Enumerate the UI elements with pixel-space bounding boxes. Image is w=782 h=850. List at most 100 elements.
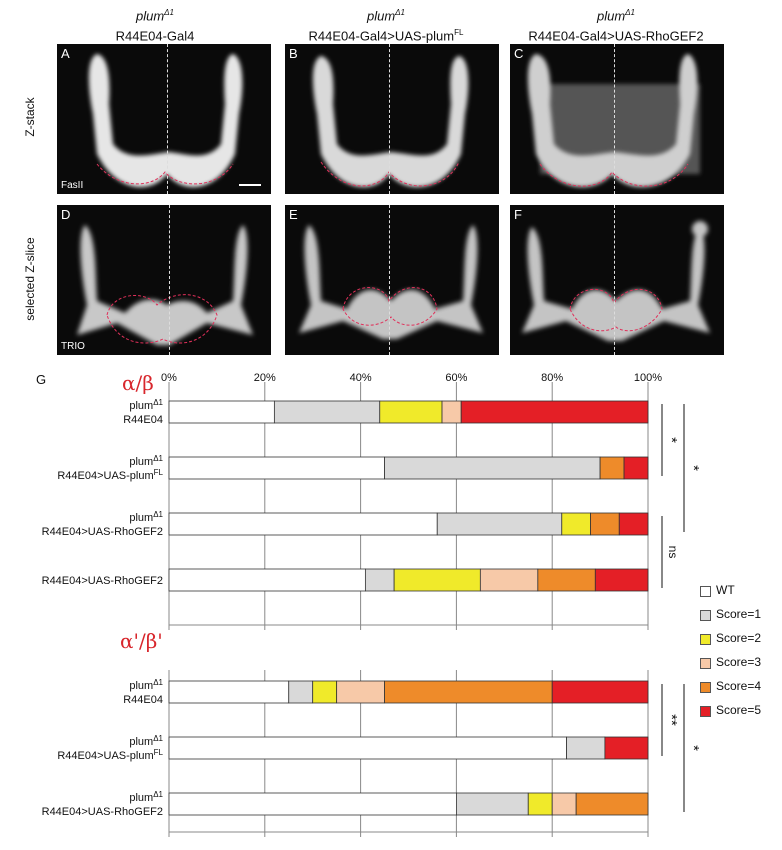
row-label-line1: plumΔ1 (129, 454, 163, 468)
row-label-line2: R44E04>UAS-plumFL (57, 468, 163, 482)
genotype-3-sup: Δ1 (625, 8, 635, 17)
bar-segment (537, 568, 596, 592)
micrograph-panel-e: E (285, 205, 499, 355)
mushroom-body-image (527, 54, 700, 188)
significance-label: * (685, 465, 702, 471)
genotype-1-sup: Δ1 (164, 8, 174, 17)
midline (614, 205, 615, 355)
bar-segment (379, 400, 443, 424)
row-label-line2: R44E04 (123, 414, 163, 426)
bar-segment (168, 736, 567, 760)
row-label-line2: R44E04>UAS-RhoGEF2 (42, 526, 163, 538)
bar-segment (561, 512, 591, 536)
stacked-bar-chart: 0% 20% 40% 60% 80% 100%α/βplumΔ1R44E04plumΔ1R… (42, 371, 702, 837)
bar-segment (594, 568, 649, 592)
bar-segment (455, 792, 529, 816)
driver-2-sup: FL (454, 28, 464, 38)
micrograph-panel-a: A FasII (57, 44, 271, 194)
midline (169, 205, 170, 355)
scale-bar (239, 184, 261, 186)
micrograph-panel-b: B (285, 44, 499, 194)
micrograph-panel-d: D TRIO (57, 205, 271, 355)
bar-segment (599, 456, 625, 480)
bar-segment (623, 456, 649, 480)
micrograph-panel-f: F (510, 205, 724, 355)
bar-segment (551, 792, 577, 816)
legend-label: Score=1 (716, 607, 762, 621)
bar-segment (551, 680, 649, 704)
bar-segment (436, 512, 563, 536)
row-label-line1: plumΔ1 (129, 734, 163, 748)
mushroom-body-image (299, 225, 483, 339)
stain-label: FasII (61, 180, 84, 191)
genotype-1: plum (135, 8, 165, 24)
legend-label: WT (716, 583, 735, 597)
bar-segment (527, 792, 553, 816)
bar-segment (168, 456, 385, 480)
panel-label: B (289, 46, 298, 61)
legend-swatch (700, 634, 711, 645)
bar-segment (384, 680, 553, 704)
bar-segment (479, 568, 539, 592)
bar-segment (168, 680, 290, 704)
row-label-zslice: selected Z-slice (23, 237, 37, 321)
bar-segment (604, 736, 649, 760)
stain-label: TRIO (61, 341, 85, 352)
legend-label: Score=2 (716, 631, 762, 645)
midline (614, 44, 615, 194)
bar-segment (575, 792, 649, 816)
legend-swatch (700, 658, 711, 669)
bar-segment (364, 568, 395, 592)
column-title-2: plumΔ1 R44E04-Gal4>UAS-plumFL (272, 4, 500, 45)
significance-label: ns (666, 546, 680, 559)
row-label-line1: plumΔ1 (129, 510, 163, 524)
bar-segment (168, 512, 438, 536)
bar-segment (393, 568, 481, 592)
row-label-line2: R44E04 (123, 694, 163, 706)
x-tick-label: 80% (541, 372, 563, 384)
row-label-line2: R44E04>UAS-RhoGEF2 (42, 806, 163, 818)
panel-label: A (61, 46, 70, 61)
bar-segment (618, 512, 649, 536)
legend-swatch (700, 706, 711, 717)
significance-label: * (685, 745, 702, 751)
mushroom-body-image (522, 221, 710, 341)
bar-segment (336, 680, 385, 704)
row-label: R44E04>UAS-RhoGEF2 (42, 575, 163, 587)
legend-label: Score=3 (716, 655, 762, 669)
genotype-3: plum (596, 8, 626, 24)
x-tick-label: 0% (161, 372, 177, 384)
legend-swatch (700, 586, 711, 597)
bar-segment (168, 568, 366, 592)
row-label-line1: plumΔ1 (129, 678, 163, 692)
x-tick-label: 100% (634, 372, 662, 384)
bar-segment (566, 736, 606, 760)
midline (167, 44, 168, 194)
x-tick-label: 20% (254, 372, 276, 384)
x-tick-label: 60% (445, 372, 467, 384)
mushroom-body-image (77, 225, 253, 345)
x-tick-label: 40% (350, 372, 372, 384)
mushroom-body-image (312, 56, 469, 188)
panel-label: E (289, 207, 298, 222)
midline (389, 205, 390, 355)
row-label-zstack: Z-stack (23, 97, 37, 137)
legend-label: Score=4 (716, 679, 762, 693)
panel-label: F (514, 207, 522, 222)
panel-label: D (61, 207, 71, 222)
column-title-3: plumΔ1 R44E04-Gal4>UAS-RhoGEF2 (502, 4, 730, 45)
bar-segment (441, 400, 462, 424)
bar-segment (590, 512, 620, 536)
driver-1: R44E04-Gal4 (115, 28, 195, 44)
legend-swatch (700, 610, 711, 621)
legend-swatch (700, 682, 711, 693)
group-title: α'/β' (120, 629, 163, 653)
driver-2: R44E04-Gal4>UAS-plum (308, 28, 455, 44)
bar-segment (168, 400, 275, 424)
genotype-2-sup: Δ1 (395, 8, 405, 17)
driver-3: R44E04-Gal4>UAS-RhoGEF2 (528, 28, 704, 44)
panel-label-g: G (36, 372, 47, 387)
micrograph-panel-c: C (510, 44, 724, 194)
bar-segment (312, 680, 338, 704)
row-label-line1: plumΔ1 (129, 790, 163, 804)
